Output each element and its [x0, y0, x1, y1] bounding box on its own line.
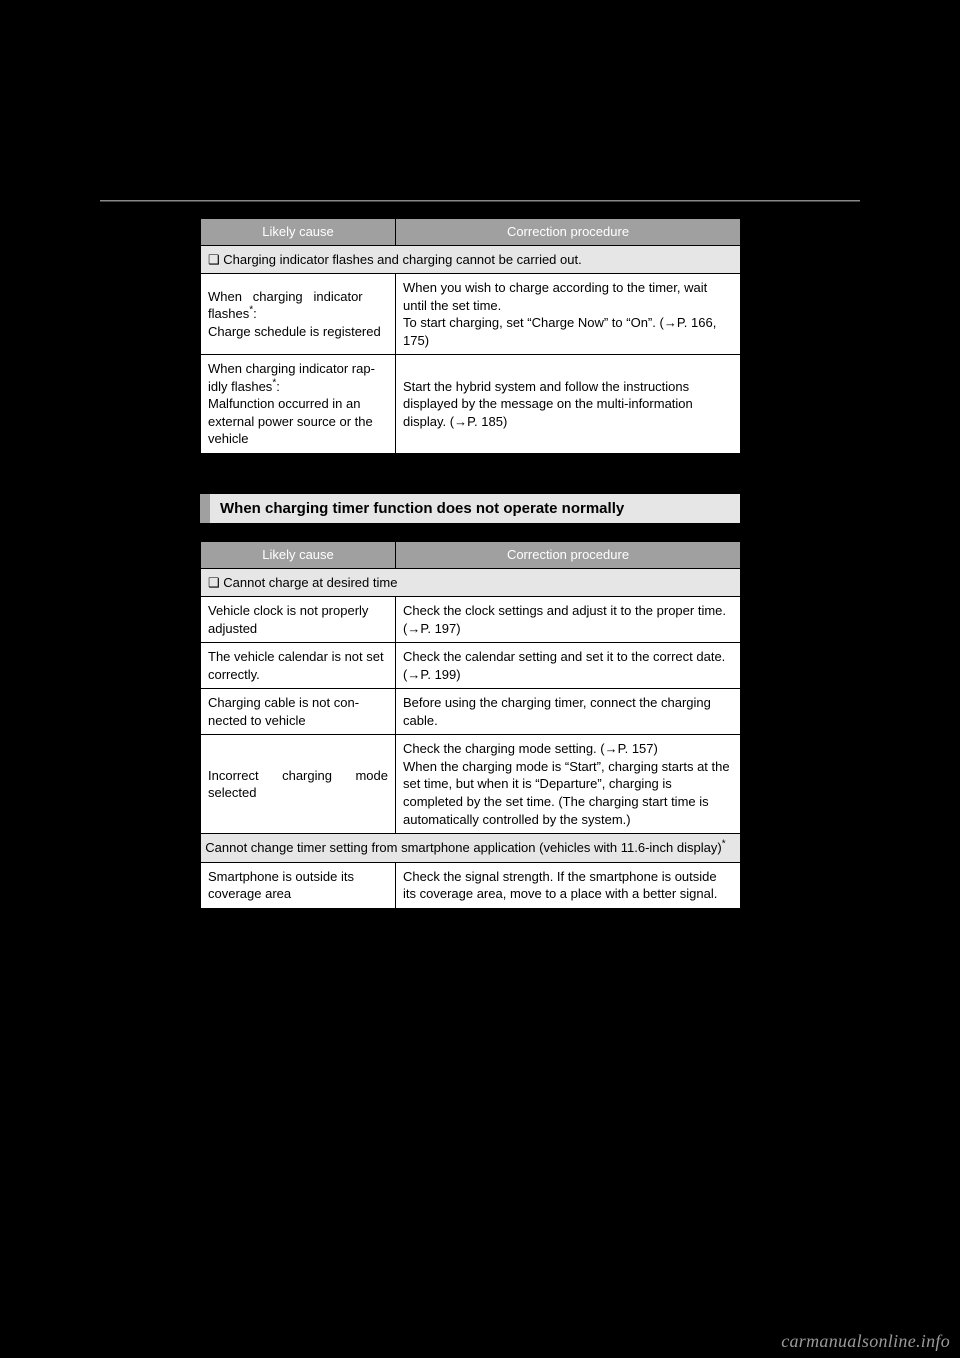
correction-cell: When you wish to charge according to the…	[396, 274, 741, 355]
col-header-correction: Correction procedure	[396, 219, 741, 246]
correction-cell: Check the signal strength. If the smart­…	[396, 862, 741, 908]
correction-cell: Check the charging mode setting. (→P. 15…	[396, 735, 741, 834]
cause-cell: Incorrect charging modeselected	[201, 735, 396, 834]
page-content: Likely cause Correction procedure ❑ Char…	[200, 218, 740, 909]
top-rule	[100, 200, 860, 202]
table-header-row: Likely cause Correction procedure	[201, 542, 741, 569]
footnote-marker: *	[272, 378, 276, 389]
cause-cell: Smartphone is outside its coverage area	[201, 862, 396, 908]
table-row: When charging indicator flashes*: Charge…	[201, 274, 741, 355]
col-header-cause: Likely cause	[201, 542, 396, 569]
col-header-correction: Correction procedure	[396, 542, 741, 569]
table-row: When charging indicator rap­idly flashes…	[201, 355, 741, 454]
category-cell: ❑ Cannot change timer setting from smart…	[201, 834, 741, 863]
table-timer-not-normal: Likely cause Correction procedure ❑ Cann…	[200, 541, 741, 909]
cause-cell: Vehicle clock is not properly adjusted	[201, 597, 396, 643]
correction-cell: Start the hybrid system and follow the i…	[396, 355, 741, 454]
table-row: The vehicle calendar is not set correctl…	[201, 643, 741, 689]
watermark: carmanualsonline.info	[781, 1331, 950, 1352]
cause-cell: When charging indicator flashes*: Charge…	[201, 274, 396, 355]
footnote-marker: *	[249, 305, 253, 316]
table-category-row: ❑ Charging indicator flashes and chargin…	[201, 245, 741, 274]
cause-cell: Charging cable is not con­nected to vehi…	[201, 689, 396, 735]
table-row: Charging cable is not con­nected to vehi…	[201, 689, 741, 735]
table-header-row: Likely cause Correction procedure	[201, 219, 741, 246]
correction-cell: Before using the charging timer, connect…	[396, 689, 741, 735]
col-header-cause: Likely cause	[201, 219, 396, 246]
category-cell: ❑ Cannot charge at desired time	[201, 568, 741, 597]
correction-cell: Check the calendar setting and set it to…	[396, 643, 741, 689]
cause-cell: When charging indicator rap­idly flashes…	[201, 355, 396, 454]
footnote-marker: *	[722, 839, 726, 850]
table-row: Smartphone is outside its coverage area …	[201, 862, 741, 908]
table-row: Vehicle clock is not properly adjusted C…	[201, 597, 741, 643]
correction-cell: Check the clock settings and adjust it t…	[396, 597, 741, 643]
category-cell: ❑ Charging indicator flashes and chargin…	[201, 245, 741, 274]
section-heading: When charging timer function does not op…	[200, 494, 740, 523]
table-category-row: ❑ Cannot change timer setting from smart…	[201, 834, 741, 863]
table-category-row: ❑ Cannot charge at desired time	[201, 568, 741, 597]
table-charging-indicator: Likely cause Correction procedure ❑ Char…	[200, 218, 741, 454]
cause-cell: The vehicle calendar is not set correctl…	[201, 643, 396, 689]
table-row: Incorrect charging modeselected Check th…	[201, 735, 741, 834]
